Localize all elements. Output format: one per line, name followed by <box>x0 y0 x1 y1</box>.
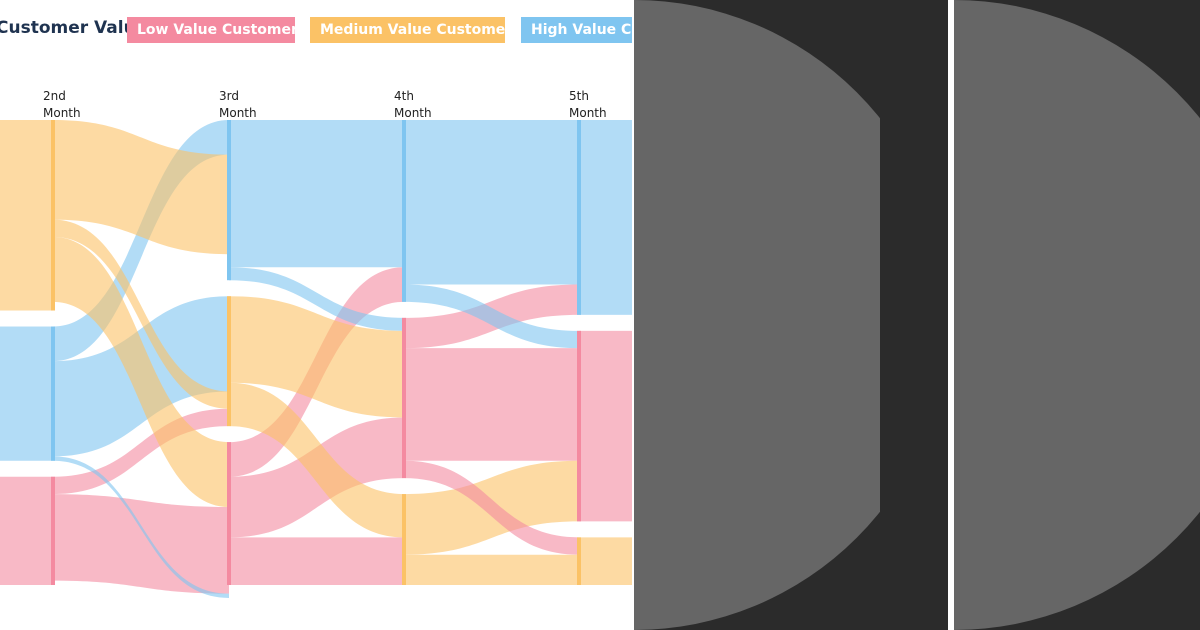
stage-label--nd-month: 2nd Month <box>43 89 81 120</box>
stage-label--rd-month: 3rd Month <box>219 89 257 120</box>
legend-low-value-customer[interactable]: Low Value Customer <box>127 17 295 43</box>
half-disc-shape <box>954 0 1200 630</box>
flow-link-medium-value-customer-to-low-value-customer[interactable] <box>229 296 404 418</box>
flow-link-high-value-customer-to-low-value-customer[interactable] <box>229 267 404 331</box>
trailing-band-high-value-customer <box>579 120 632 315</box>
flow-link-medium-value-customer-to-medium-value-customer[interactable] <box>404 554 579 585</box>
node--th-month-medium-value-customer[interactable] <box>577 537 581 585</box>
legend-high-value-customer[interactable]: High Value Customer <box>521 17 632 43</box>
node--th-month-high-value-customer[interactable] <box>577 120 581 315</box>
node--nd-month-medium-value-customer[interactable] <box>51 120 55 311</box>
pane-divider <box>632 0 634 630</box>
preview-pane-2 <box>954 0 1200 630</box>
flow-link-high-value-customer-to-high-value-customer[interactable] <box>404 120 579 285</box>
half-disc-shape <box>634 0 880 630</box>
flow-link-medium-value-customer-to-high-value-customer[interactable] <box>53 120 229 255</box>
pane-divider <box>948 0 954 630</box>
flow-link-high-value-customer-to-low-value-customer[interactable] <box>404 284 579 349</box>
node--rd-month-low-value-customer[interactable] <box>227 442 231 585</box>
lead-in-band-medium-value-customer <box>0 120 53 311</box>
sankey-chart <box>0 120 632 598</box>
sankey-nodes <box>51 120 581 585</box>
flow-link-high-value-customer-to-high-value-customer[interactable] <box>229 120 404 268</box>
lead-in-band-high-value-customer <box>0 326 53 461</box>
flow-link-low-value-customer-to-medium-value-customer[interactable] <box>229 537 404 585</box>
node--th-month-high-value-customer[interactable] <box>402 120 406 302</box>
sankey-chart-panel: Customer Value Segmentation Low Value Cu… <box>0 0 632 630</box>
trailing-band-medium-value-customer <box>579 537 632 585</box>
trailing-band-low-value-customer <box>579 330 632 522</box>
flow-link-medium-value-customer-to-low-value-customer[interactable] <box>53 236 229 508</box>
flow-link-low-value-customer-to-medium-value-customer[interactable] <box>404 460 579 555</box>
flow-link-low-value-customer-to-low-value-customer[interactable] <box>53 494 229 594</box>
node--th-month-medium-value-customer[interactable] <box>402 494 406 585</box>
flow-link-low-value-customer-to-low-value-customer[interactable] <box>404 348 579 461</box>
node--th-month-low-value-customer[interactable] <box>402 317 406 479</box>
flow-link-high-value-customer-to-low-value-customer[interactable] <box>53 456 229 598</box>
node--rd-month-high-value-customer[interactable] <box>227 120 231 281</box>
node--nd-month-low-value-customer[interactable] <box>51 476 55 585</box>
node--nd-month-high-value-customer[interactable] <box>51 326 55 461</box>
legend-medium-value-customer[interactable]: Medium Value Customer <box>310 17 505 43</box>
flow-link-medium-value-customer-to-medium-value-customer[interactable] <box>229 382 404 538</box>
stage-label--th-month: 4th Month <box>394 89 432 120</box>
lead-in-band-low-value-customer <box>0 476 53 585</box>
node--th-month-low-value-customer[interactable] <box>577 330 581 522</box>
flow-link-high-value-customer-to-high-value-customer[interactable] <box>53 120 229 362</box>
stage-label--th-month: 5th Month <box>569 89 607 120</box>
node--rd-month-medium-value-customer[interactable] <box>227 296 231 427</box>
flow-link-medium-value-customer-to-medium-value-customer[interactable] <box>53 219 229 409</box>
sankey-links <box>0 120 632 598</box>
preview-pane-1 <box>634 0 880 630</box>
